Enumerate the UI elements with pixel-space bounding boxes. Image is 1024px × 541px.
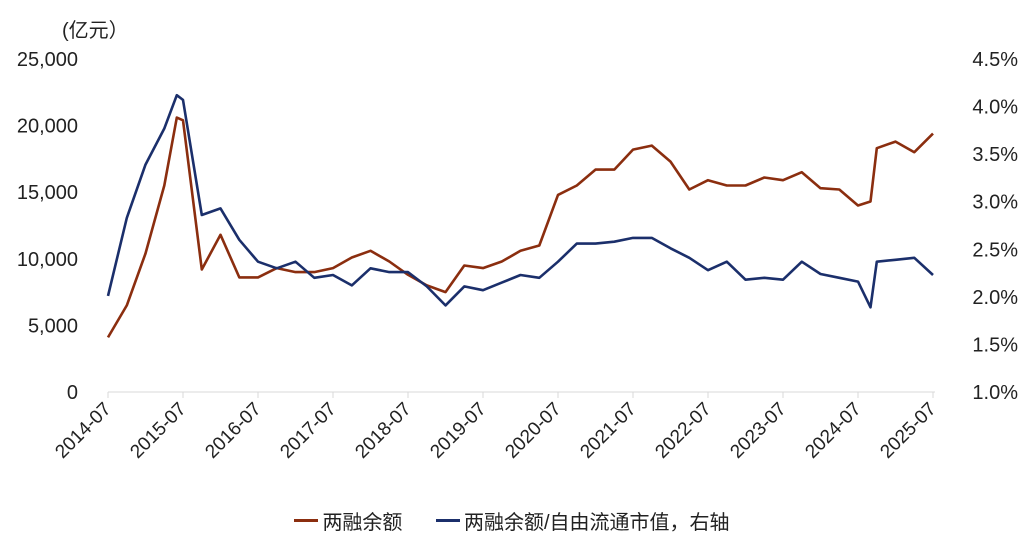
x-tick-label: 2021-07: [576, 399, 640, 463]
chart-axes: 2014-07 2015-07 2016-07 2017-07 2018-07 2019-…: [17, 49, 1018, 463]
y-right-tick-label: 2.5%: [972, 239, 1018, 261]
y-right-tick-label: 4.0%: [972, 97, 1018, 119]
x-tick-label: 2019-07: [426, 399, 490, 463]
chart-lines: [106, 93, 934, 339]
y-left-tick-label: 5,000: [28, 315, 78, 337]
y-left-tick-label: 25,000: [17, 49, 78, 71]
y-right-tick-label: 2.0%: [972, 287, 1018, 309]
x-tick-label: 2025-07: [876, 399, 940, 463]
legend-item-margin-balance: 两融余额: [294, 506, 402, 535]
x-tick-label: 2024-07: [801, 399, 865, 463]
y-right-tick-label: 3.5%: [972, 144, 1018, 166]
series-line-margin-ratio: [106, 93, 934, 309]
legend-swatch-orange: [294, 519, 319, 522]
legend-label: 两融余额: [322, 512, 403, 534]
x-tick-label: 2020-07: [501, 399, 565, 463]
x-tick-label: 2022-07: [651, 399, 715, 463]
legend-swatch-blue: [436, 519, 460, 522]
x-tick-label: 2015-07: [126, 399, 190, 463]
chart-legend: 两融余额 两融余额/自由流通市值，右轴: [0, 505, 1024, 535]
y-left-tick-label: 10,000: [17, 249, 78, 271]
y-left-tick-label: 0: [67, 382, 78, 404]
x-tick-label: 2018-07: [351, 399, 415, 463]
series-line-margin-balance: [106, 116, 934, 339]
y-right-tick-label: 1.5%: [972, 334, 1018, 356]
y-right-tick-label: 3.0%: [972, 192, 1018, 214]
y-right-tick-label: 1.0%: [972, 382, 1018, 404]
x-tick-label: 2023-07: [726, 399, 790, 463]
x-tick-label: 2016-07: [201, 399, 265, 463]
y-left-tick-label: 15,000: [17, 182, 78, 204]
legend-label: 两融余额/自由流通市值，右轴: [464, 512, 730, 534]
y-left-tick-label: 20,000: [17, 116, 78, 138]
legend-item-margin-ratio: 两融余额/自由流通市值，右轴: [436, 506, 730, 535]
x-tick-label: 2014-07: [51, 399, 115, 463]
y-right-tick-label: 4.5%: [972, 49, 1018, 71]
left-axis-unit-label: (亿元）: [62, 20, 129, 42]
x-tick-label: 2017-07: [276, 399, 340, 463]
